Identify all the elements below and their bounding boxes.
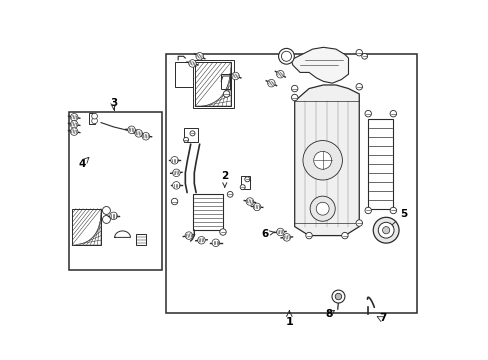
Bar: [195, 62, 230, 107]
Circle shape: [102, 207, 110, 215]
Circle shape: [389, 111, 396, 117]
Circle shape: [378, 222, 393, 238]
Circle shape: [355, 49, 362, 56]
Circle shape: [196, 53, 203, 60]
Circle shape: [382, 226, 389, 234]
Circle shape: [172, 169, 180, 177]
Circle shape: [313, 151, 331, 169]
Circle shape: [253, 203, 260, 211]
Circle shape: [240, 185, 244, 190]
Circle shape: [283, 234, 290, 241]
Circle shape: [244, 177, 249, 182]
Circle shape: [70, 121, 78, 128]
Bar: [221, 74, 230, 89]
Circle shape: [92, 113, 97, 119]
Circle shape: [331, 290, 344, 303]
Circle shape: [389, 207, 396, 214]
Circle shape: [278, 48, 294, 64]
Circle shape: [364, 111, 371, 117]
Circle shape: [227, 192, 233, 197]
Circle shape: [355, 84, 362, 90]
Circle shape: [197, 237, 205, 244]
Circle shape: [183, 137, 188, 142]
Circle shape: [364, 207, 371, 214]
Bar: [72, 209, 101, 244]
Circle shape: [316, 202, 328, 215]
Circle shape: [102, 216, 110, 224]
Circle shape: [219, 229, 226, 235]
Bar: [88, 113, 95, 125]
Circle shape: [305, 232, 312, 239]
Circle shape: [223, 91, 229, 97]
Circle shape: [135, 130, 142, 137]
Bar: [69, 112, 162, 270]
Bar: [192, 60, 233, 108]
Circle shape: [127, 126, 135, 134]
Circle shape: [281, 51, 291, 61]
Circle shape: [291, 85, 297, 92]
Circle shape: [276, 71, 284, 78]
Bar: [183, 128, 198, 142]
Circle shape: [70, 113, 78, 121]
Text: 3: 3: [110, 98, 117, 108]
Circle shape: [188, 60, 196, 67]
Circle shape: [142, 132, 149, 140]
Circle shape: [341, 232, 347, 239]
Polygon shape: [290, 47, 348, 83]
Text: 1: 1: [285, 317, 293, 327]
Circle shape: [212, 239, 219, 247]
Circle shape: [335, 293, 341, 300]
Bar: [165, 54, 416, 313]
Circle shape: [245, 198, 253, 205]
Bar: [241, 176, 249, 189]
Circle shape: [231, 72, 239, 80]
Text: 2: 2: [221, 171, 228, 187]
Circle shape: [110, 212, 117, 220]
Polygon shape: [115, 231, 130, 237]
Circle shape: [170, 157, 178, 164]
Circle shape: [372, 217, 398, 243]
Text: 5: 5: [388, 209, 407, 228]
Text: 6: 6: [261, 229, 274, 239]
Circle shape: [267, 80, 275, 87]
Circle shape: [185, 232, 192, 239]
Bar: [174, 62, 194, 87]
Circle shape: [70, 128, 78, 135]
Circle shape: [276, 228, 284, 236]
Circle shape: [309, 196, 335, 221]
Circle shape: [303, 140, 342, 180]
Circle shape: [291, 94, 297, 101]
Circle shape: [171, 198, 178, 205]
Circle shape: [361, 53, 367, 59]
Circle shape: [92, 118, 97, 124]
Text: 7: 7: [379, 313, 386, 323]
Bar: [192, 194, 223, 230]
Circle shape: [190, 131, 195, 136]
Circle shape: [355, 220, 362, 226]
Polygon shape: [294, 85, 359, 235]
Text: 4: 4: [79, 159, 86, 169]
Bar: [136, 234, 146, 244]
Circle shape: [172, 181, 180, 189]
Text: 8: 8: [325, 310, 332, 319]
Bar: [367, 119, 392, 209]
